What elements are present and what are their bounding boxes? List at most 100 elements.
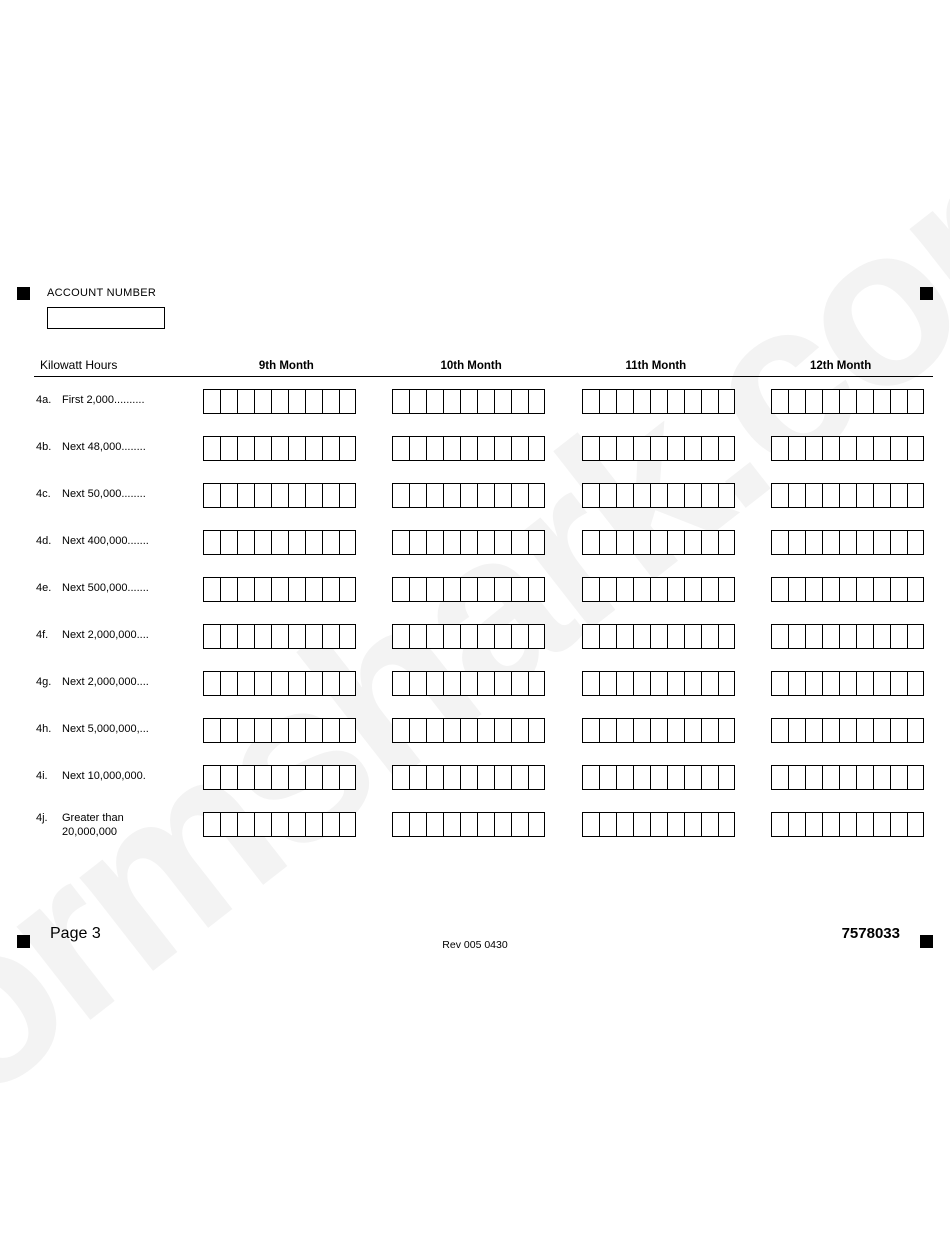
cell-group[interactable] [194, 718, 365, 743]
row-cells [194, 671, 933, 696]
table-row: 4c.Next 50,000........ [34, 479, 933, 511]
cell-group[interactable] [573, 812, 744, 837]
row-label: 4b.Next 48,000........ [34, 441, 194, 455]
cell-group[interactable] [762, 483, 933, 508]
row-text: Next 400,000....... [62, 535, 194, 549]
row-cells [194, 389, 933, 414]
cell-group[interactable] [383, 671, 554, 696]
cell-group[interactable] [573, 436, 744, 461]
row-label: 4j.Greater than 20,000,000 [34, 812, 194, 840]
row-key: 4b. [36, 441, 62, 455]
cell-group[interactable] [762, 624, 933, 649]
account-number-section: ACCOUNT NUMBER [47, 287, 165, 329]
header-col-0: 9th Month [194, 360, 379, 372]
cell-group[interactable] [383, 765, 554, 790]
cell-group[interactable] [383, 577, 554, 602]
row-label: 4d.Next 400,000....... [34, 535, 194, 549]
row-label: 4c.Next 50,000........ [34, 488, 194, 502]
table-row: 4a.First 2,000.......... [34, 385, 933, 417]
row-text: Next 2,000,000.... [62, 676, 194, 690]
cell-group[interactable] [762, 812, 933, 837]
cell-group[interactable] [762, 765, 933, 790]
row-label: 4g.Next 2,000,000.... [34, 676, 194, 690]
header-col-1: 10th Month [379, 360, 564, 372]
header-kwh: Kilowatt Hours [34, 358, 194, 372]
table-row: 4d.Next 400,000....... [34, 526, 933, 558]
row-text: First 2,000.......... [62, 394, 194, 408]
row-cells [194, 436, 933, 461]
cell-group[interactable] [194, 389, 365, 414]
cell-group[interactable] [194, 530, 365, 555]
cell-group[interactable] [573, 389, 744, 414]
row-text: Next 2,000,000.... [62, 629, 194, 643]
cell-group[interactable] [573, 671, 744, 696]
cell-group[interactable] [194, 812, 365, 837]
cell-group[interactable] [762, 577, 933, 602]
row-key: 4d. [36, 535, 62, 549]
row-cells [194, 765, 933, 790]
table-row: 4g.Next 2,000,000.... [34, 667, 933, 699]
row-text: Next 500,000....... [62, 582, 194, 596]
table-row: 4j.Greater than 20,000,000 [34, 808, 933, 840]
row-label: 4h.Next 5,000,000,... [34, 723, 194, 737]
cell-group[interactable] [194, 436, 365, 461]
cell-group[interactable] [383, 436, 554, 461]
cell-group[interactable] [383, 624, 554, 649]
row-key: 4e. [36, 582, 62, 596]
row-key: 4h. [36, 723, 62, 737]
row-key: 4c. [36, 488, 62, 502]
row-cells [194, 577, 933, 602]
row-text: Greater than 20,000,000 [62, 812, 194, 840]
row-cells [194, 483, 933, 508]
account-number-input[interactable] [47, 307, 165, 329]
cell-group[interactable] [194, 765, 365, 790]
cell-group[interactable] [383, 718, 554, 743]
cell-group[interactable] [194, 624, 365, 649]
row-label: 4e.Next 500,000....... [34, 582, 194, 596]
cell-group[interactable] [383, 530, 554, 555]
cell-group[interactable] [573, 577, 744, 602]
cell-group[interactable] [573, 624, 744, 649]
row-label: 4f.Next 2,000,000.... [34, 629, 194, 643]
row-cells [194, 718, 933, 743]
header-col-2: 11th Month [564, 360, 749, 372]
cell-group[interactable] [762, 530, 933, 555]
row-cells [194, 812, 933, 837]
row-key: 4a. [36, 394, 62, 408]
row-key: 4g. [36, 676, 62, 690]
table-row: 4i.Next 10,000,000. [34, 761, 933, 793]
row-text: Next 5,000,000,... [62, 723, 194, 737]
row-key: 4f. [36, 629, 62, 643]
cell-group[interactable] [383, 812, 554, 837]
cell-group[interactable] [762, 671, 933, 696]
cell-group[interactable] [573, 765, 744, 790]
cell-group[interactable] [194, 577, 365, 602]
table-row: 4f.Next 2,000,000.... [34, 620, 933, 652]
crop-mark-tl [17, 287, 30, 300]
rows-container: 4a.First 2,000.......... 4b.Next 48,000..… [34, 385, 933, 855]
cell-group[interactable] [194, 671, 365, 696]
row-key: 4i. [36, 770, 62, 784]
cell-group[interactable] [762, 436, 933, 461]
account-number-label: ACCOUNT NUMBER [47, 287, 165, 299]
crop-mark-br [920, 935, 933, 948]
cell-group[interactable] [383, 483, 554, 508]
crop-mark-bl [17, 935, 30, 948]
row-cells [194, 530, 933, 555]
cell-group[interactable] [194, 483, 365, 508]
row-label: 4a.First 2,000.......... [34, 394, 194, 408]
cell-group[interactable] [383, 389, 554, 414]
column-headers: Kilowatt Hours 9th Month 10th Month 11th… [34, 355, 933, 377]
table-row: 4h.Next 5,000,000,... [34, 714, 933, 746]
cell-group[interactable] [573, 718, 744, 743]
revision-text: Rev 005 0430 [442, 939, 507, 951]
cell-group[interactable] [762, 718, 933, 743]
row-cells [194, 624, 933, 649]
cell-group[interactable] [762, 389, 933, 414]
table-row: 4e.Next 500,000....... [34, 573, 933, 605]
row-text: Next 48,000........ [62, 441, 194, 455]
cell-group[interactable] [573, 483, 744, 508]
header-col-3: 12th Month [748, 360, 933, 372]
cell-group[interactable] [573, 530, 744, 555]
crop-mark-tr [920, 287, 933, 300]
